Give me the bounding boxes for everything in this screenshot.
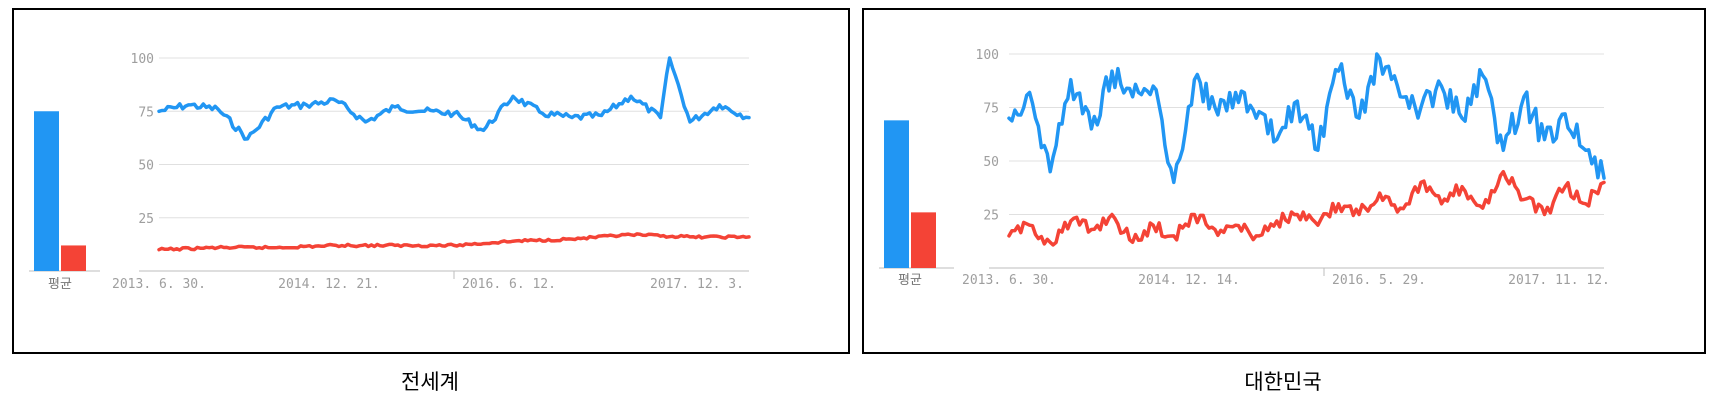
- series-line-1: [1007, 52, 1606, 185]
- avg-label: 평균: [48, 277, 72, 292]
- avg-bar-1: [34, 111, 59, 271]
- y-tick-label: 100: [131, 52, 154, 67]
- series-line-2: [157, 232, 751, 252]
- y-tick-label: 75: [983, 102, 999, 117]
- chart-korea: 25 50 75 100 2013. 6. 30. 2014. 12. 14. 2016. …: [879, 48, 1610, 288]
- chart-panel-worldwide: 25 50 75 100 2013. 6. 30. 2014. 12. 21. 2016. …: [12, 8, 850, 354]
- chart-worldwide: 25 50 75 100 2013. 6. 30. 2014. 12. 21. 2016. …: [29, 52, 751, 292]
- y-tick-label: 50: [138, 159, 154, 174]
- x-tick-label: 2014. 12. 21.: [278, 277, 380, 292]
- avg-bar-1: [884, 120, 909, 268]
- x-tick-label: 2016. 5. 29.: [1332, 273, 1426, 288]
- chart-panel-korea: 25 50 75 100 2013. 6. 30. 2014. 12. 14. 2016. …: [862, 8, 1706, 354]
- avg-label: 평균: [898, 273, 922, 288]
- caption-korea: 대한민국: [1244, 370, 1322, 394]
- y-tick-label: 25: [983, 209, 999, 224]
- x-tick-label: 2014. 12. 14.: [1138, 273, 1240, 288]
- y-tick-label: 50: [983, 155, 999, 170]
- x-tick-label: 2017. 11. 12.: [1508, 273, 1610, 288]
- x-tick-label: 2013. 6. 30.: [962, 273, 1056, 288]
- y-tick-label: 100: [976, 48, 999, 63]
- x-tick-label: 2017. 12. 3.: [650, 277, 744, 292]
- series-line-1: [157, 56, 751, 141]
- y-tick-label: 75: [138, 105, 154, 120]
- series-line-2: [1007, 169, 1606, 247]
- avg-bar-2: [911, 212, 936, 268]
- x-tick-label: 2013. 6. 30.: [112, 277, 206, 292]
- caption-worldwide: 전세계: [401, 370, 459, 394]
- y-tick-label: 25: [138, 212, 154, 227]
- x-tick-label: 2016. 6. 12.: [462, 277, 556, 292]
- avg-bar-2: [61, 245, 86, 271]
